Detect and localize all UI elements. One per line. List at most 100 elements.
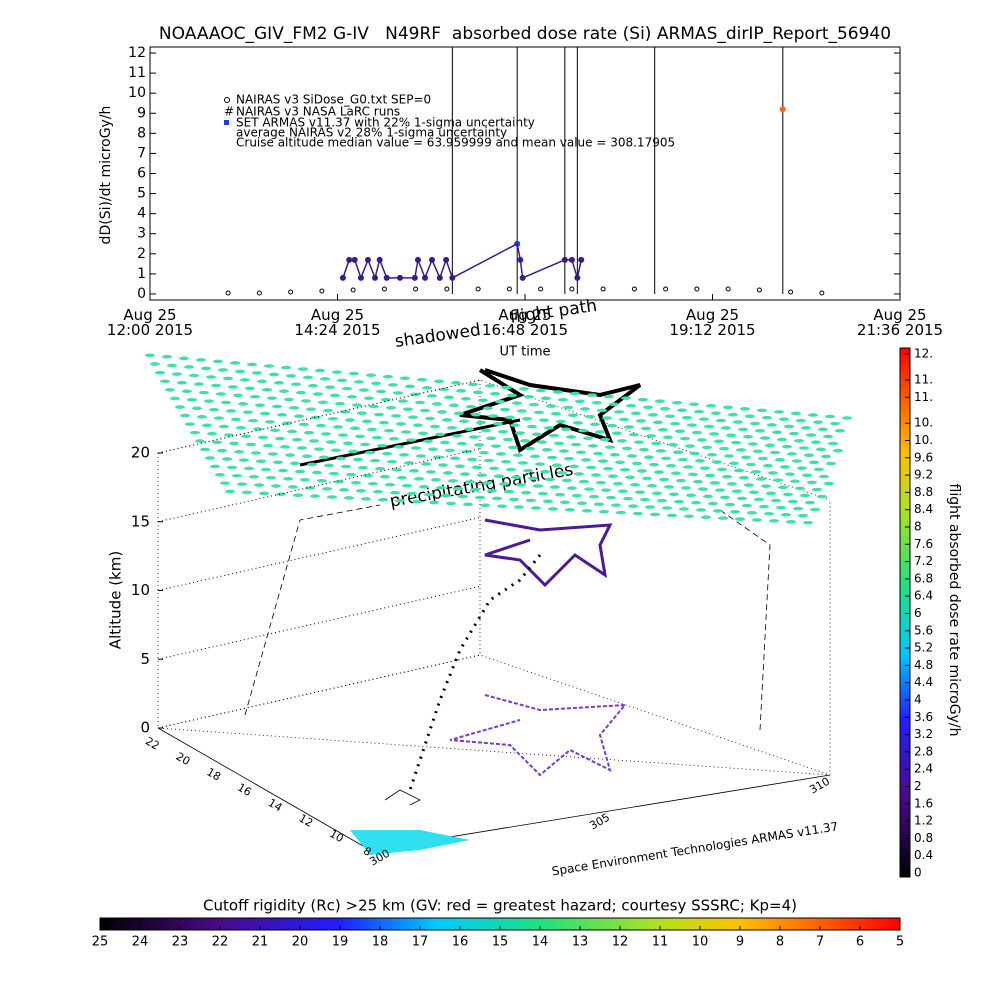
particle [542,448,552,452]
particle [430,424,440,429]
particle [778,485,788,490]
particle [763,463,773,468]
particle [331,448,341,453]
particle [155,370,165,375]
legend-label: SET ARMAS v11.37 with 22% 1-sigma uncert… [236,116,535,130]
particle [604,394,614,399]
particle [731,440,741,445]
particle [761,484,771,488]
particle [559,449,569,453]
particle [189,373,199,378]
particle [819,474,829,479]
particle [556,419,566,424]
particle [538,491,548,496]
particle [584,487,594,491]
particle [495,399,505,404]
particle [627,454,637,458]
z-axis-label: Altitude (km) [107,551,125,649]
connector [342,259,350,279]
particle [599,509,609,514]
particle [192,406,202,411]
particle [570,391,580,396]
x-tick-label: Aug 25 12:00 2015 [106,306,194,339]
particle [302,454,312,459]
particle [165,388,175,392]
particle [402,483,412,488]
colorbar-tick-label: 21 [252,935,269,950]
particle [645,505,655,509]
particle [704,424,714,429]
particle [715,488,725,492]
y-tick-label: 12 [297,812,316,830]
particle [427,394,437,398]
particle [518,461,528,465]
legend-marker: # [224,105,234,119]
particle [578,428,588,433]
particle [647,484,657,488]
particle [656,449,666,453]
particle [253,427,263,431]
particle [343,441,353,446]
particle [298,367,308,371]
particle [489,466,499,471]
particle [150,362,160,366]
particle [480,503,490,508]
particle [245,386,255,391]
particle [466,404,476,409]
particle [246,442,256,447]
particle [349,371,359,376]
y-tick-label: 11 [128,65,146,81]
particle [259,491,269,496]
particle [214,416,224,420]
particle [664,485,674,489]
particle [446,501,456,506]
particle [773,478,783,482]
particle [567,486,577,490]
particle [743,434,753,439]
particle [735,517,745,521]
particle [692,430,702,435]
particle [187,398,197,402]
colorbar-tick-label: 11. [914,372,933,386]
particle [505,415,515,420]
particle [210,464,220,469]
particle [322,487,332,491]
particle [757,408,767,413]
particle [710,481,720,485]
particle [403,407,413,411]
particle [615,460,625,465]
particle [482,481,492,485]
particle [450,456,460,461]
particle [629,432,639,437]
colorbar [899,347,911,878]
particle [206,375,216,379]
particle [543,499,553,504]
particle [339,488,349,492]
particle [514,505,524,509]
particle [336,456,346,461]
particle [366,373,376,377]
particle [539,418,549,422]
particle [202,423,212,428]
particle [690,451,700,456]
particle [653,420,663,425]
particle [587,393,597,397]
colorbar-tick-label: 11. [914,390,933,404]
particle [365,450,375,455]
colorbar-tick-label: 3.2 [914,727,933,741]
particle [826,461,836,466]
particle [728,412,738,417]
particle [804,453,814,457]
particle [414,476,424,481]
colorbar-title: Cutoff rigidity (Rc) >25 km (GV: red = g… [203,897,797,915]
particle [300,477,310,482]
particle [347,395,357,399]
particle [528,476,538,481]
particle [379,420,389,425]
particle [264,364,274,368]
particle [661,456,671,461]
particle [492,496,502,501]
grid-line [157,654,481,729]
particle [562,478,572,483]
particle [271,484,281,488]
